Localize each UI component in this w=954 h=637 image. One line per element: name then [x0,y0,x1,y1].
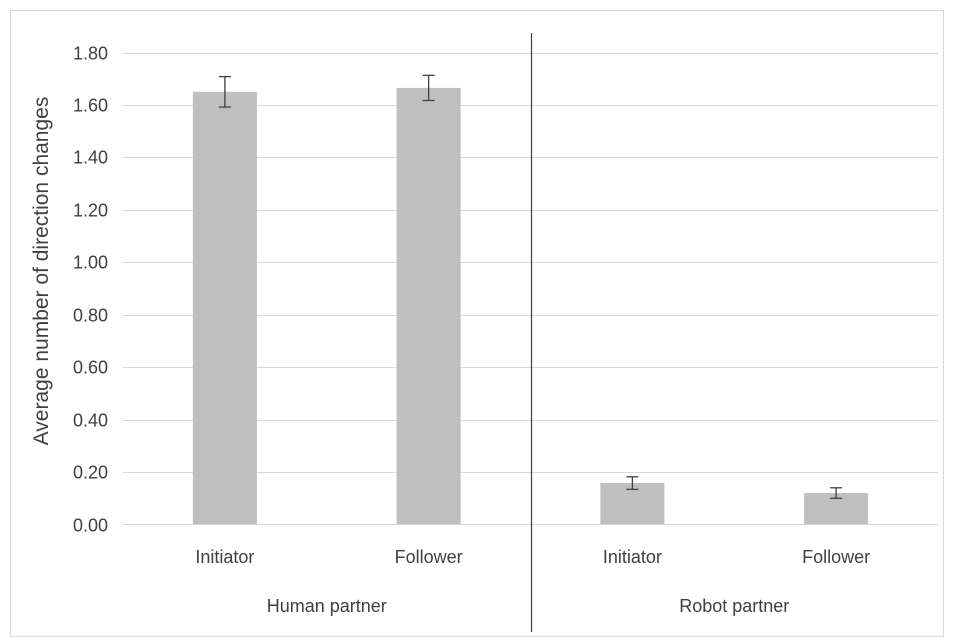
bar [396,87,461,525]
x-category-label: Initiator [195,547,254,567]
bars [192,87,869,525]
y-tick-label: 1.20 [73,201,108,221]
y-tick-label: 1.40 [73,148,108,168]
y-tick-label: 0.60 [73,358,108,378]
y-axis-title: Average number of direction changes [30,97,53,446]
bar [192,91,257,525]
y-tick-label: 0.40 [73,411,108,431]
y-tick-label: 1.80 [73,44,108,64]
y-tick-label: 0.20 [73,463,108,483]
x-category-label: Follower [802,547,870,567]
x-group-label: Human partner [267,596,387,616]
x-category-label: Initiator [603,547,662,567]
y-tick-label: 1.00 [73,253,108,273]
error-bars [218,74,843,499]
gridlines [123,53,938,473]
x-category-label: Follower [395,547,463,567]
x-group-label: Robot partner [679,596,789,616]
chart-border [10,10,944,637]
y-tick-label: 1.60 [73,96,108,116]
y-tick-label: 0.80 [73,306,108,326]
y-tick-label: 0.00 [73,516,108,536]
axes [123,33,938,632]
labels: 0.00 0.20 0.40 0.60 0.80 1.00 1.20 1.40 1.60 1.80… [73,44,870,617]
